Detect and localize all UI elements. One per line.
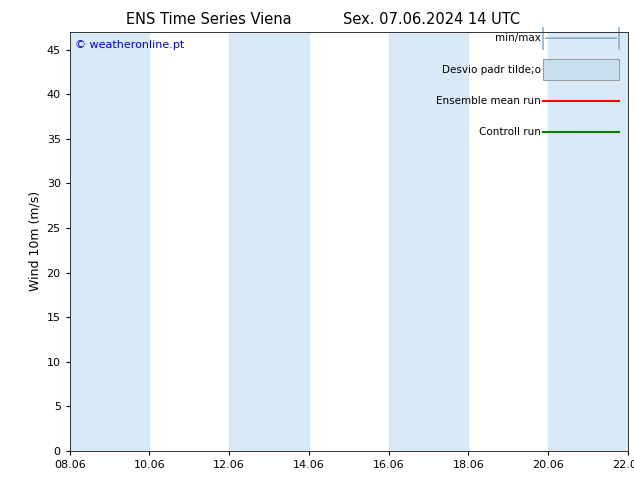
- Text: © weatheronline.pt: © weatheronline.pt: [75, 40, 184, 50]
- Text: min/max: min/max: [495, 33, 541, 43]
- Y-axis label: Wind 10m (m/s): Wind 10m (m/s): [28, 191, 41, 292]
- Text: Desvio padr tilde;o: Desvio padr tilde;o: [442, 65, 541, 74]
- Bar: [389, 32, 469, 451]
- Bar: [548, 32, 628, 451]
- Bar: [70, 32, 150, 451]
- Bar: [543, 59, 619, 80]
- Text: Controll run: Controll run: [479, 127, 541, 137]
- Text: Sex. 07.06.2024 14 UTC: Sex. 07.06.2024 14 UTC: [342, 12, 520, 27]
- Bar: [229, 32, 309, 451]
- Text: ENS Time Series Viena: ENS Time Series Viena: [126, 12, 292, 27]
- Text: Ensemble mean run: Ensemble mean run: [436, 96, 541, 106]
